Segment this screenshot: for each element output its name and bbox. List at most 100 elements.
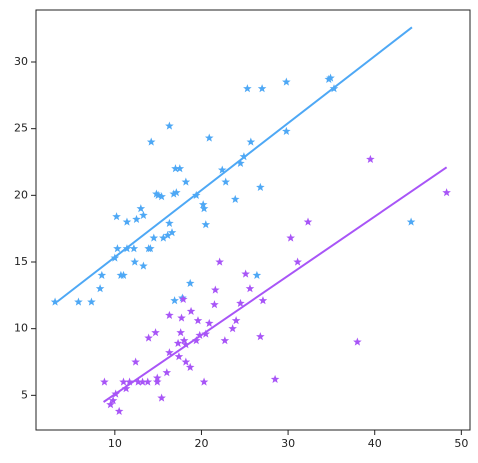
point [87, 297, 96, 306]
point [167, 228, 177, 237]
point [293, 257, 302, 266]
point [170, 296, 179, 305]
point [181, 340, 191, 349]
point [146, 244, 155, 253]
point [146, 137, 156, 146]
fit-line [103, 166, 448, 403]
point [303, 217, 313, 226]
point [159, 233, 168, 242]
point [258, 296, 268, 305]
point [236, 158, 245, 167]
point [50, 297, 60, 306]
point [406, 217, 416, 226]
point [100, 377, 109, 386]
point [215, 257, 224, 266]
point [201, 220, 211, 229]
point [175, 164, 185, 173]
point [181, 357, 191, 366]
point [122, 217, 132, 226]
point [149, 233, 159, 242]
x-tick-label: 40 [368, 437, 382, 450]
y-tick-label: 30 [14, 55, 28, 68]
point [110, 253, 120, 262]
point [112, 212, 121, 221]
point [162, 368, 172, 377]
point [138, 377, 147, 386]
point [199, 377, 209, 386]
point [111, 389, 120, 398]
point [122, 244, 132, 253]
point [157, 192, 166, 201]
y-tick-label: 25 [14, 122, 28, 135]
point [95, 284, 105, 293]
point [231, 316, 241, 325]
point [246, 137, 256, 146]
y-tick-label: 5 [21, 388, 28, 401]
point [130, 257, 140, 266]
point [198, 200, 208, 209]
point [185, 278, 195, 287]
point [153, 373, 162, 382]
point [165, 348, 174, 357]
point [230, 194, 240, 203]
plot-frame [35, 9, 471, 431]
point [119, 270, 128, 279]
point [270, 374, 280, 383]
point [221, 177, 230, 186]
point [165, 218, 174, 227]
point [172, 188, 181, 197]
point [143, 377, 153, 386]
point [163, 230, 172, 239]
y-tick-label: 10 [14, 322, 28, 335]
x-tick-label: 30 [281, 437, 295, 450]
point [139, 210, 148, 219]
point [152, 189, 161, 198]
point [97, 270, 107, 279]
point [179, 336, 189, 345]
point [165, 310, 174, 319]
point [177, 313, 186, 322]
point [211, 285, 220, 294]
point [181, 177, 191, 186]
point [282, 126, 291, 135]
point [153, 377, 162, 386]
point [132, 214, 141, 223]
point [178, 294, 188, 303]
point [165, 121, 174, 130]
fit-line [56, 26, 413, 303]
point [169, 189, 179, 198]
point [204, 133, 214, 142]
point [125, 377, 134, 386]
point [353, 337, 362, 346]
point [113, 244, 122, 253]
point [151, 328, 160, 337]
point [256, 332, 265, 341]
point [186, 306, 196, 315]
point [256, 182, 265, 191]
point [108, 396, 118, 405]
point [442, 188, 451, 197]
point [326, 73, 335, 82]
point [220, 336, 230, 345]
point [199, 204, 209, 213]
point [239, 152, 249, 161]
point [114, 406, 124, 415]
point [174, 352, 184, 361]
point [252, 270, 262, 279]
point [257, 84, 267, 93]
point [131, 357, 140, 366]
point [129, 244, 139, 253]
x-tick-label: 50 [454, 437, 468, 450]
y-tick-label: 15 [14, 255, 28, 268]
point [133, 377, 143, 386]
point [329, 84, 339, 93]
point [236, 298, 245, 307]
x-tick-label: 10 [108, 437, 122, 450]
point [243, 84, 252, 93]
point [217, 165, 227, 174]
point [191, 190, 201, 199]
point [144, 333, 153, 342]
point [153, 190, 163, 199]
